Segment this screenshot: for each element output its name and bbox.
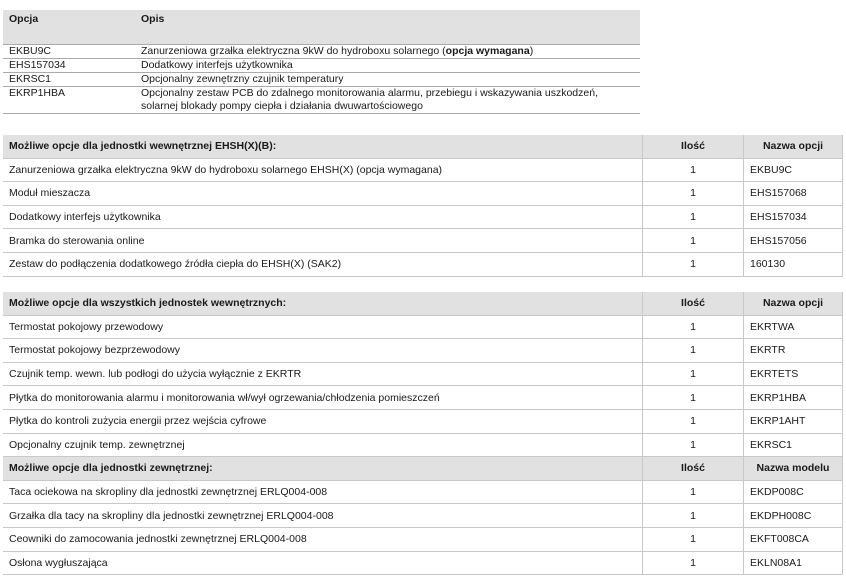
option-quantity: 1 <box>642 503 744 528</box>
option-description: Dodatkowy interfejs użytkownika <box>135 58 640 73</box>
table-row: Termostat pokojowy bezprzewodowy 1 EKRTR <box>3 338 843 363</box>
option-description: Osłona wygłuszająca <box>3 551 643 576</box>
table-row: Moduł mieszacza 1 EHS157068 <box>3 181 843 206</box>
indoor-unit-options-table: Możliwe opcje dla jednostki wewnętrznej … <box>3 135 843 277</box>
section-title: Możliwe opcje dla wszystkich jednostek w… <box>3 292 643 316</box>
option-description: Opcjonalny zewnętrzny czujnik temperatur… <box>135 72 640 87</box>
name-header: Nazwa modelu <box>743 456 843 481</box>
option-description: Zestaw do podłączenia dodatkowego źródła… <box>3 252 643 277</box>
required-note: opcja wymagana <box>445 45 530 57</box>
option-quantity: 1 <box>642 181 744 206</box>
option-name: EKRTR <box>743 338 843 363</box>
option-description: Zanurzeniowa grzałka elektryczna 9kW do … <box>3 158 643 183</box>
table-row: Termostat pokojowy przewodowy 1 EKRTWA <box>3 315 843 340</box>
table-row: EKBU9C Zanurzeniowa grzałka elektryczna … <box>3 44 640 59</box>
option-quantity: 1 <box>642 315 744 340</box>
header-description: Opis <box>135 10 640 45</box>
option-code: EKRP1HBA <box>3 86 135 114</box>
option-description: Opcjonalny czujnik temp. zewnętrznej <box>3 433 643 458</box>
option-description: Czujnik temp. wewn. lub podłogi do użyci… <box>3 362 643 387</box>
table-row: Zanurzeniowa grzałka elektryczna 9kW do … <box>3 158 843 183</box>
option-name: EKRTWA <box>743 315 843 340</box>
section-title: Możliwe opcje dla jednostki wewnętrznej … <box>3 135 643 159</box>
option-code: EHS157034 <box>3 58 135 73</box>
option-name: EKFT008CA <box>743 527 843 552</box>
qty-header: Ilość <box>642 135 744 159</box>
option-quantity: 1 <box>642 433 744 458</box>
option-description: Płytka do monitorowania alarmu i monitor… <box>3 385 643 410</box>
option-name: EKBU9C <box>743 158 843 183</box>
options-table: Opcja Opis EKBU9C Zanurzeniowa grzałka e… <box>3 10 640 114</box>
table-row: Bramka do sterowania online 1 EHS157056 <box>3 228 843 253</box>
option-name: EKLN08A1 <box>743 551 843 576</box>
option-quantity: 1 <box>642 480 744 505</box>
qty-header: Ilość <box>642 456 744 481</box>
table-row: Ceowniki do zamocowania jednostki zewnęt… <box>3 527 843 552</box>
table-row: EHS157034 Dodatkowy interfejs użytkownik… <box>3 58 640 73</box>
option-description: Moduł mieszacza <box>3 181 643 206</box>
option-name: EHS157056 <box>743 228 843 253</box>
option-quantity: 1 <box>642 228 744 253</box>
option-name: EKRTETS <box>743 362 843 387</box>
option-description: Zanurzeniowa grzałka elektryczna 9kW do … <box>135 44 640 59</box>
table-row: Opcjonalny czujnik temp. zewnętrznej 1 EKR… <box>3 433 843 458</box>
name-header: Nazwa opcji <box>743 292 843 316</box>
option-name: EKDPH008C <box>743 503 843 528</box>
section-header-row: Możliwe opcje dla jednostki zewnętrznej:… <box>3 456 843 481</box>
table-row: Taca ociekowa na skropliny dla jednostki… <box>3 480 843 505</box>
option-code: EKBU9C <box>3 44 135 59</box>
option-description: Dodatkowy interfejs użytkownika <box>3 205 643 230</box>
description-text: Zanurzeniowa grzałka elektryczna 9kW do … <box>141 45 446 57</box>
option-code: EKRSC1 <box>3 72 135 87</box>
option-quantity: 1 <box>642 362 744 387</box>
option-name: EKDP008C <box>743 480 843 505</box>
option-description: Taca ociekowa na skropliny dla jednostki… <box>3 480 643 505</box>
table-row: EKRP1HBA Opcjonalny zestaw PCB do zdalne… <box>3 86 640 114</box>
table-row: Płytka do kontroli zużycia energii przez… <box>3 409 843 434</box>
table-row: Zestaw do podłączenia dodatkowego źródła… <box>3 252 843 277</box>
option-name: EKRSC1 <box>743 433 843 458</box>
header-option: Opcja <box>3 10 135 45</box>
option-quantity: 1 <box>642 158 744 183</box>
table-row: Osłona wygłuszająca 1 EKLN08A1 <box>3 551 843 576</box>
option-name: EKRP1HBA <box>743 385 843 410</box>
option-name: EHS157068 <box>743 181 843 206</box>
table-row: Grzałka dla tacy na skropliny dla jednos… <box>3 503 843 528</box>
option-quantity: 1 <box>642 338 744 363</box>
option-name: 160130 <box>743 252 843 277</box>
option-quantity: 1 <box>642 205 744 230</box>
name-header: Nazwa opcji <box>743 135 843 159</box>
section-title: Możliwe opcje dla jednostki zewnętrznej: <box>3 456 643 481</box>
table-row: EKRSC1 Opcjonalny zewnętrzny czujnik tem… <box>3 72 640 87</box>
table-row: Czujnik temp. wewn. lub podłogi do użyci… <box>3 362 843 387</box>
table-row: Dodatkowy interfejs użytkownika 1 EHS15703… <box>3 205 843 230</box>
option-description: Opcjonalny zestaw PCB do zdalnego monito… <box>135 86 640 114</box>
section-header-row: Możliwe opcje dla jednostki wewnętrznej … <box>3 135 843 159</box>
all-units-options-table: Możliwe opcje dla wszystkich jednostek w… <box>3 292 843 576</box>
qty-header: Ilość <box>642 292 744 316</box>
option-quantity: 1 <box>642 409 744 434</box>
section-header-row: Możliwe opcje dla wszystkich jednostek w… <box>3 292 843 316</box>
option-name: EHS157034 <box>743 205 843 230</box>
option-description: Termostat pokojowy bezprzewodowy <box>3 338 643 363</box>
option-quantity: 1 <box>642 252 744 277</box>
option-description: Grzałka dla tacy na skropliny dla jednos… <box>3 503 643 528</box>
option-description: Płytka do kontroli zużycia energii przez… <box>3 409 643 434</box>
option-description: Bramka do sterowania online <box>3 228 643 253</box>
description-text: ) <box>529 45 534 57</box>
option-description: Ceowniki do zamocowania jednostki zewnęt… <box>3 527 643 552</box>
table-row: Płytka do monitorowania alarmu i monitor… <box>3 385 843 410</box>
option-description: Termostat pokojowy przewodowy <box>3 315 643 340</box>
option-name: EKRP1AHT <box>743 409 843 434</box>
option-quantity: 1 <box>642 527 744 552</box>
option-quantity: 1 <box>642 551 744 576</box>
option-quantity: 1 <box>642 385 744 410</box>
